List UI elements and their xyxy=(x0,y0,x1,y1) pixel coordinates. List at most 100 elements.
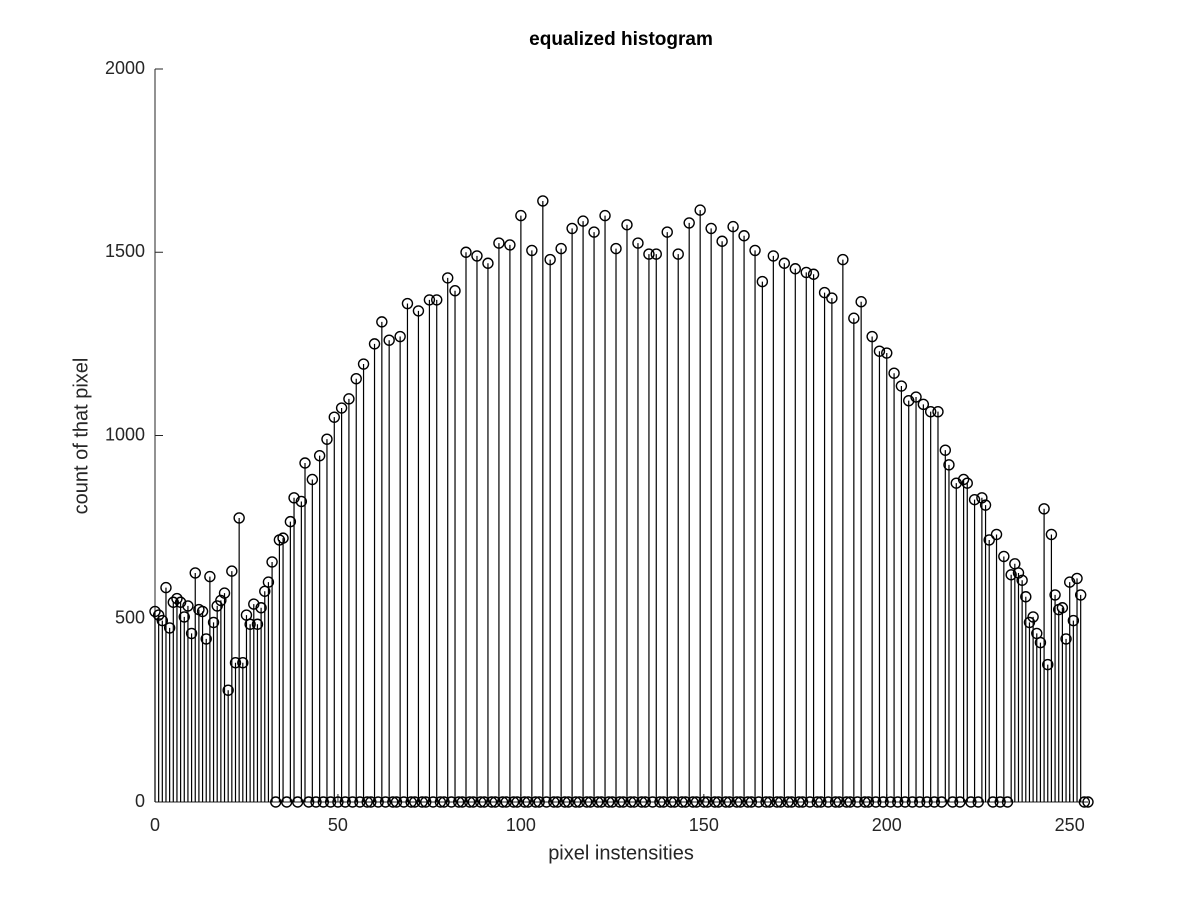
x-tick-label: 100 xyxy=(506,815,536,835)
stem-marker xyxy=(577,215,589,227)
stem-marker xyxy=(427,796,439,808)
stem-marker xyxy=(504,239,516,251)
stem-marker xyxy=(698,796,710,808)
stem-marker xyxy=(760,796,772,808)
stem-marker xyxy=(489,796,501,808)
stem-marker xyxy=(394,330,406,343)
stem-marker xyxy=(321,433,333,445)
stem-marker xyxy=(401,297,414,310)
stem-marker xyxy=(1078,796,1091,808)
stem-marker xyxy=(379,796,392,808)
stem-marker xyxy=(1027,611,1039,623)
stem-marker xyxy=(643,248,655,260)
stem-marker xyxy=(299,457,311,469)
stem-marker xyxy=(233,512,245,524)
stem-marker xyxy=(785,796,798,808)
stem-marker xyxy=(965,796,977,808)
stem-marker xyxy=(581,796,593,808)
stem-marker xyxy=(892,796,904,808)
y-tick-label: 0 xyxy=(135,791,145,811)
stem-marker xyxy=(511,796,523,808)
stem-marker xyxy=(445,796,458,808)
stem-marker xyxy=(171,592,183,605)
stem-marker xyxy=(346,796,359,808)
stem-marker xyxy=(800,266,812,279)
stem-marker xyxy=(855,296,867,308)
stem-marker xyxy=(723,796,736,808)
stem-marker xyxy=(668,796,681,808)
stem-marker xyxy=(895,380,908,392)
x-tick-label: 0 xyxy=(150,815,160,835)
stem-marker xyxy=(734,796,747,808)
stem-marker xyxy=(753,796,765,808)
stem-marker xyxy=(1038,503,1050,515)
stem-marker xyxy=(851,796,864,808)
stem-marker xyxy=(1056,602,1069,614)
stem-marker xyxy=(482,257,494,269)
stem-marker xyxy=(694,204,706,216)
stem-marker xyxy=(818,286,831,299)
y-tick-label: 1000 xyxy=(105,424,145,444)
stem-marker xyxy=(624,796,637,808)
stem-marker xyxy=(566,222,578,235)
stem-marker xyxy=(1049,589,1061,601)
stem-marker xyxy=(621,219,633,231)
stem-marker xyxy=(793,796,805,808)
stem-marker xyxy=(416,796,428,808)
stem-marker xyxy=(1020,591,1032,603)
stem-marker xyxy=(994,796,1006,808)
stem-marker xyxy=(350,372,362,385)
stem-marker xyxy=(474,796,487,808)
stem-marker xyxy=(1042,658,1054,671)
stem-marker xyxy=(387,796,399,808)
stem-marker xyxy=(555,242,567,255)
stem-marker xyxy=(522,796,534,808)
stem-marker xyxy=(570,796,582,808)
stem-marker xyxy=(460,246,472,258)
stem-marker xyxy=(859,796,871,808)
stem-marker xyxy=(610,242,622,255)
stem-marker xyxy=(548,796,560,808)
stem-marker xyxy=(745,796,758,808)
stem-marker xyxy=(529,796,542,808)
stem-marker xyxy=(829,796,842,808)
stem-marker xyxy=(763,796,776,808)
stem-marker xyxy=(456,796,469,808)
stem-marker xyxy=(913,796,926,808)
stem-marker xyxy=(295,495,308,508)
stem-marker xyxy=(493,237,505,249)
stem-marker xyxy=(862,796,875,808)
stem-marker xyxy=(804,796,816,808)
stem-marker xyxy=(635,796,648,808)
stem-marker xyxy=(559,796,571,808)
stem-marker xyxy=(767,250,780,262)
stem-marker xyxy=(731,796,743,808)
stem-marker xyxy=(756,275,769,288)
stem-marker xyxy=(844,796,856,808)
stem-marker xyxy=(657,796,670,808)
x-tick-label: 50 xyxy=(328,815,348,835)
stem-marker xyxy=(888,367,900,379)
stem-marker xyxy=(376,316,388,328)
x-axis-label: pixel instensities xyxy=(548,842,694,864)
stem-marker xyxy=(518,796,531,808)
stem-marker xyxy=(332,796,344,808)
stem-marker xyxy=(478,796,490,808)
stem-marker xyxy=(822,796,834,808)
stem-marker xyxy=(452,796,465,808)
stem-marker xyxy=(705,222,717,235)
stem-marker xyxy=(354,796,366,808)
stem-marker xyxy=(515,209,527,222)
stem-marker xyxy=(679,796,692,808)
y-tick-label: 2000 xyxy=(105,58,145,78)
stem-marker xyxy=(840,796,853,808)
y-axis-label: count of that pixel xyxy=(70,358,92,515)
stem-marker xyxy=(877,796,889,808)
stem-marker xyxy=(789,263,801,275)
stem-marker xyxy=(420,796,432,808)
stem-marker xyxy=(200,633,212,645)
stem-marker xyxy=(551,796,564,808)
stem-marker xyxy=(628,796,641,808)
stem-marker xyxy=(954,796,966,808)
stem-marker xyxy=(405,796,417,808)
